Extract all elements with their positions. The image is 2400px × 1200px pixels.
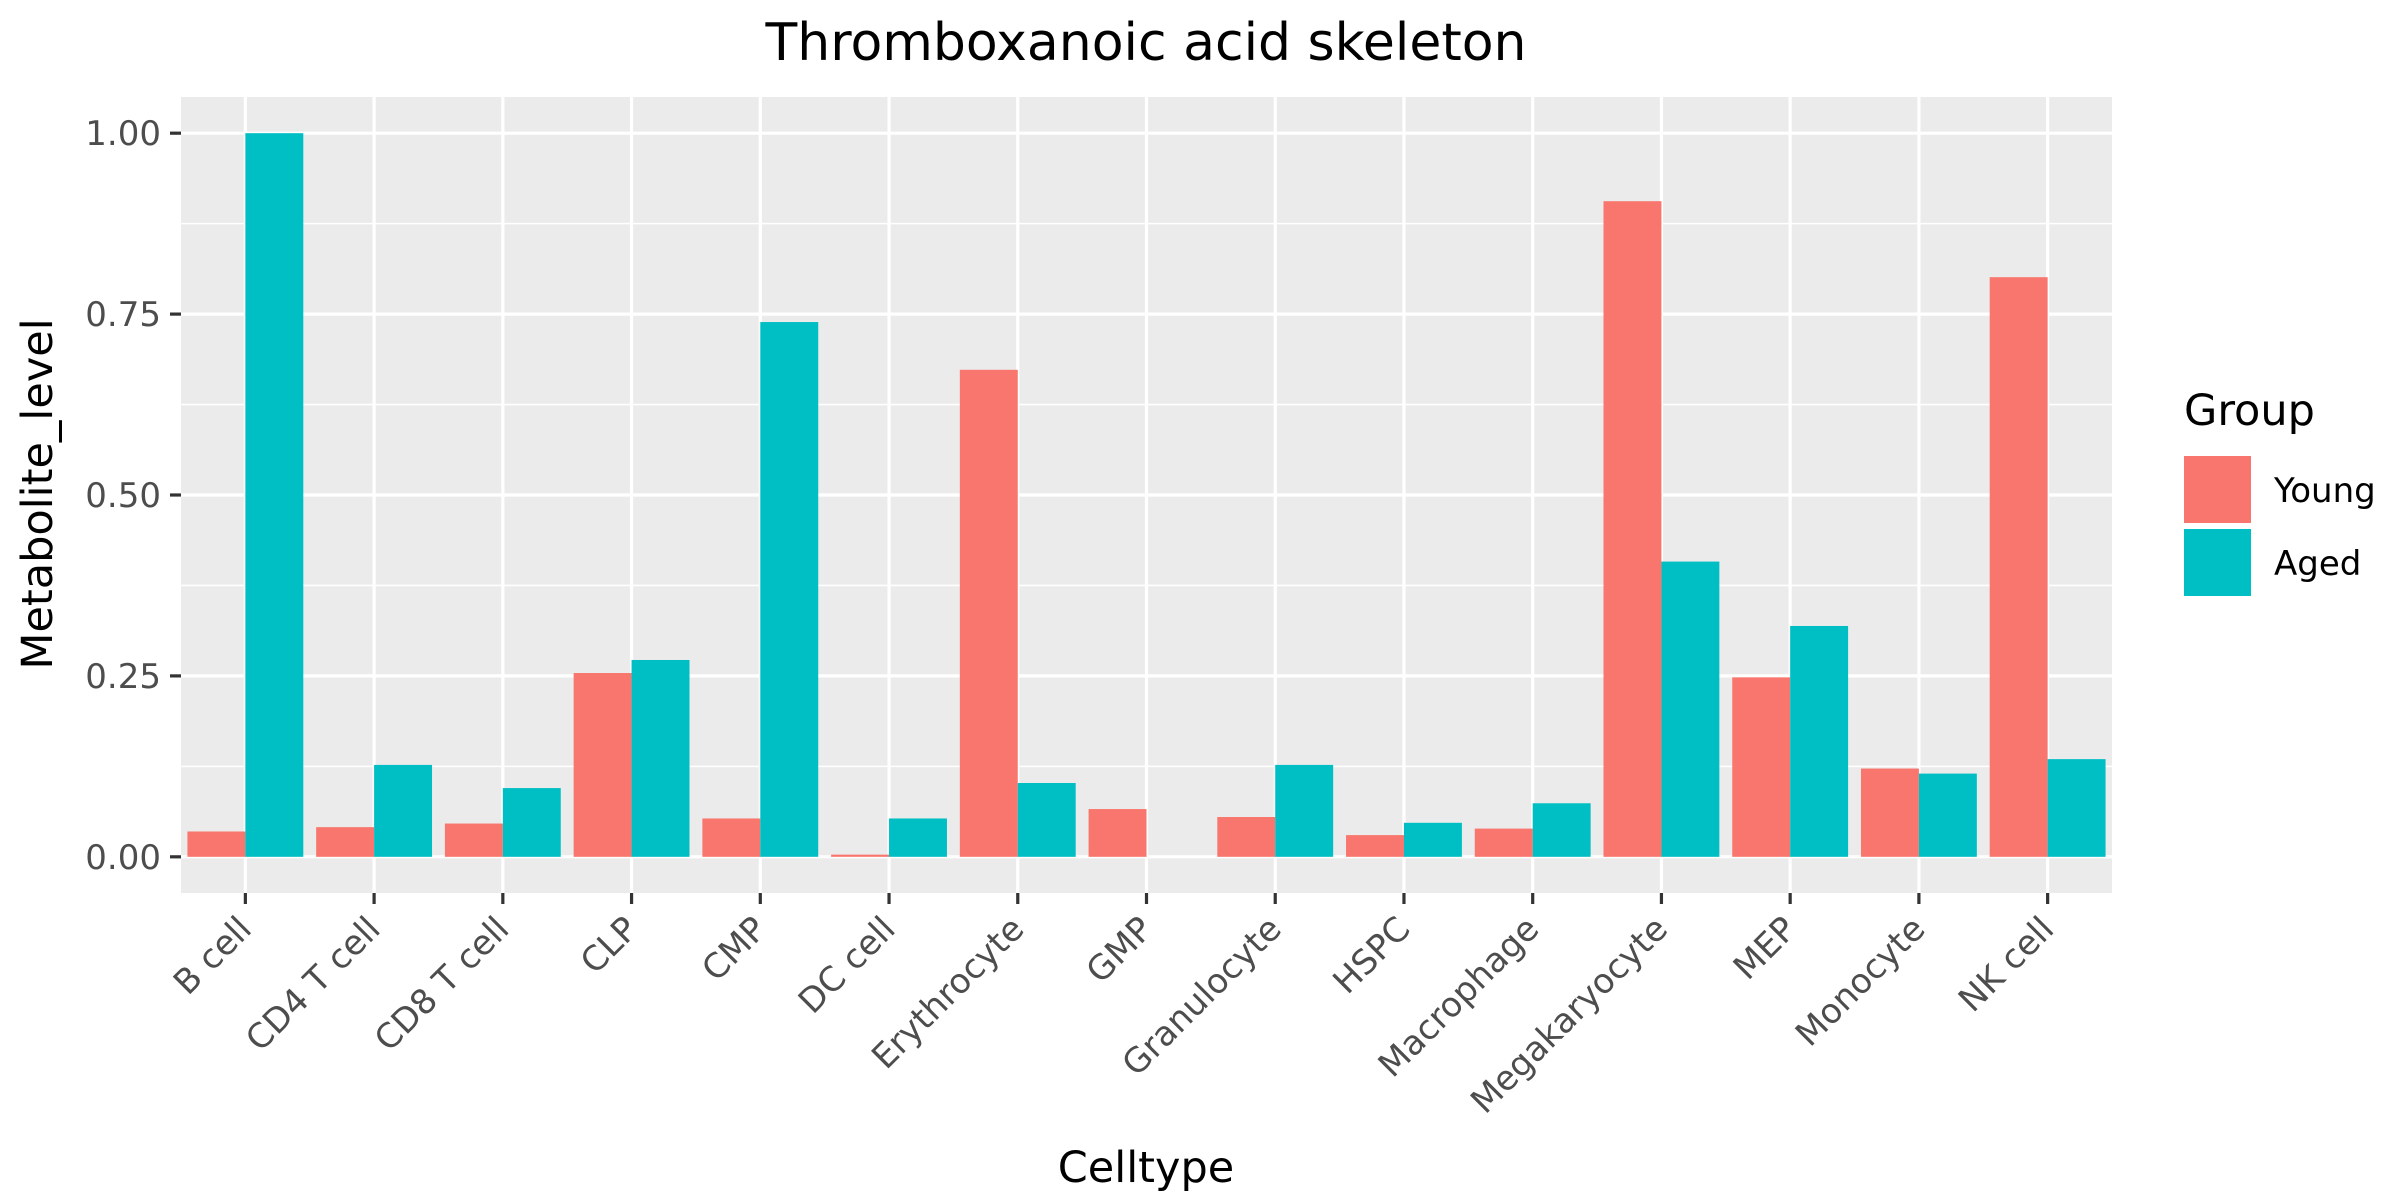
bar-young bbox=[831, 854, 890, 857]
bar-young bbox=[1217, 817, 1276, 857]
legend-key-young bbox=[2184, 456, 2251, 523]
bar-young bbox=[1860, 768, 1919, 857]
chart-title: Thromboxanoic acid skeleton bbox=[764, 13, 1526, 73]
bar-aged bbox=[2047, 759, 2106, 857]
bar-aged bbox=[1661, 561, 1720, 857]
bar-young bbox=[702, 818, 761, 857]
y-tick-label: 1.00 bbox=[85, 114, 161, 154]
y-axis: 0.00 0.25 0.50 0.75 1.00 bbox=[85, 114, 181, 878]
y-axis-title: Metabolite_level bbox=[13, 318, 63, 669]
bar-aged bbox=[245, 133, 304, 857]
x-tick-label: DC cell bbox=[791, 909, 904, 1022]
bar-aged bbox=[631, 659, 690, 857]
bar-young bbox=[959, 369, 1018, 857]
bar-young bbox=[573, 673, 632, 857]
x-tick-label: HSPC bbox=[1325, 909, 1418, 1002]
bar-young bbox=[187, 831, 246, 857]
x-tick-label: CLP bbox=[573, 909, 646, 982]
bar-aged bbox=[1017, 783, 1076, 857]
x-tick-label: B cell bbox=[166, 909, 260, 1003]
y-tick-label: 0.25 bbox=[85, 657, 161, 697]
bar-young bbox=[444, 823, 503, 857]
bar-aged bbox=[1790, 625, 1849, 857]
bar-young bbox=[1603, 201, 1662, 857]
bar-young bbox=[1474, 828, 1533, 857]
bar-young bbox=[1088, 809, 1147, 857]
legend-label-aged: Aged bbox=[2274, 544, 2361, 584]
bar-young bbox=[316, 827, 375, 857]
bar-aged bbox=[1918, 773, 1977, 857]
x-tick-label: NK cell bbox=[1951, 909, 2062, 1020]
x-tick-label: CD8 T cell bbox=[367, 909, 517, 1059]
bar-aged bbox=[1532, 803, 1591, 857]
bar-aged bbox=[760, 322, 819, 857]
x-axis-title: Celltype bbox=[1058, 1143, 1234, 1193]
bar-young bbox=[1989, 277, 2048, 857]
x-tick-label: CMP bbox=[694, 909, 774, 989]
y-tick-label: 0.50 bbox=[85, 476, 161, 516]
legend-key-aged bbox=[2184, 529, 2251, 596]
bar-aged bbox=[889, 818, 947, 857]
bar-young bbox=[1732, 677, 1791, 857]
bar-young bbox=[1346, 835, 1404, 857]
x-tick-label: GMP bbox=[1079, 909, 1161, 991]
bars bbox=[187, 133, 2106, 857]
x-tick-label: MEP bbox=[1726, 909, 1805, 988]
y-tick-label: 0.75 bbox=[85, 295, 161, 335]
legend: Group Young Aged bbox=[2184, 386, 2376, 596]
legend-label-young: Young bbox=[2273, 471, 2376, 511]
bar-aged bbox=[374, 764, 433, 857]
x-tick-label: Monocyte bbox=[1788, 909, 1933, 1054]
bar-aged bbox=[1275, 764, 1334, 857]
x-tick-label: CD4 T cell bbox=[238, 909, 388, 1059]
bar-aged bbox=[502, 788, 561, 857]
y-tick-label: 0.00 bbox=[85, 838, 161, 878]
bar-aged bbox=[1403, 822, 1462, 857]
legend-title: Group bbox=[2184, 386, 2315, 436]
